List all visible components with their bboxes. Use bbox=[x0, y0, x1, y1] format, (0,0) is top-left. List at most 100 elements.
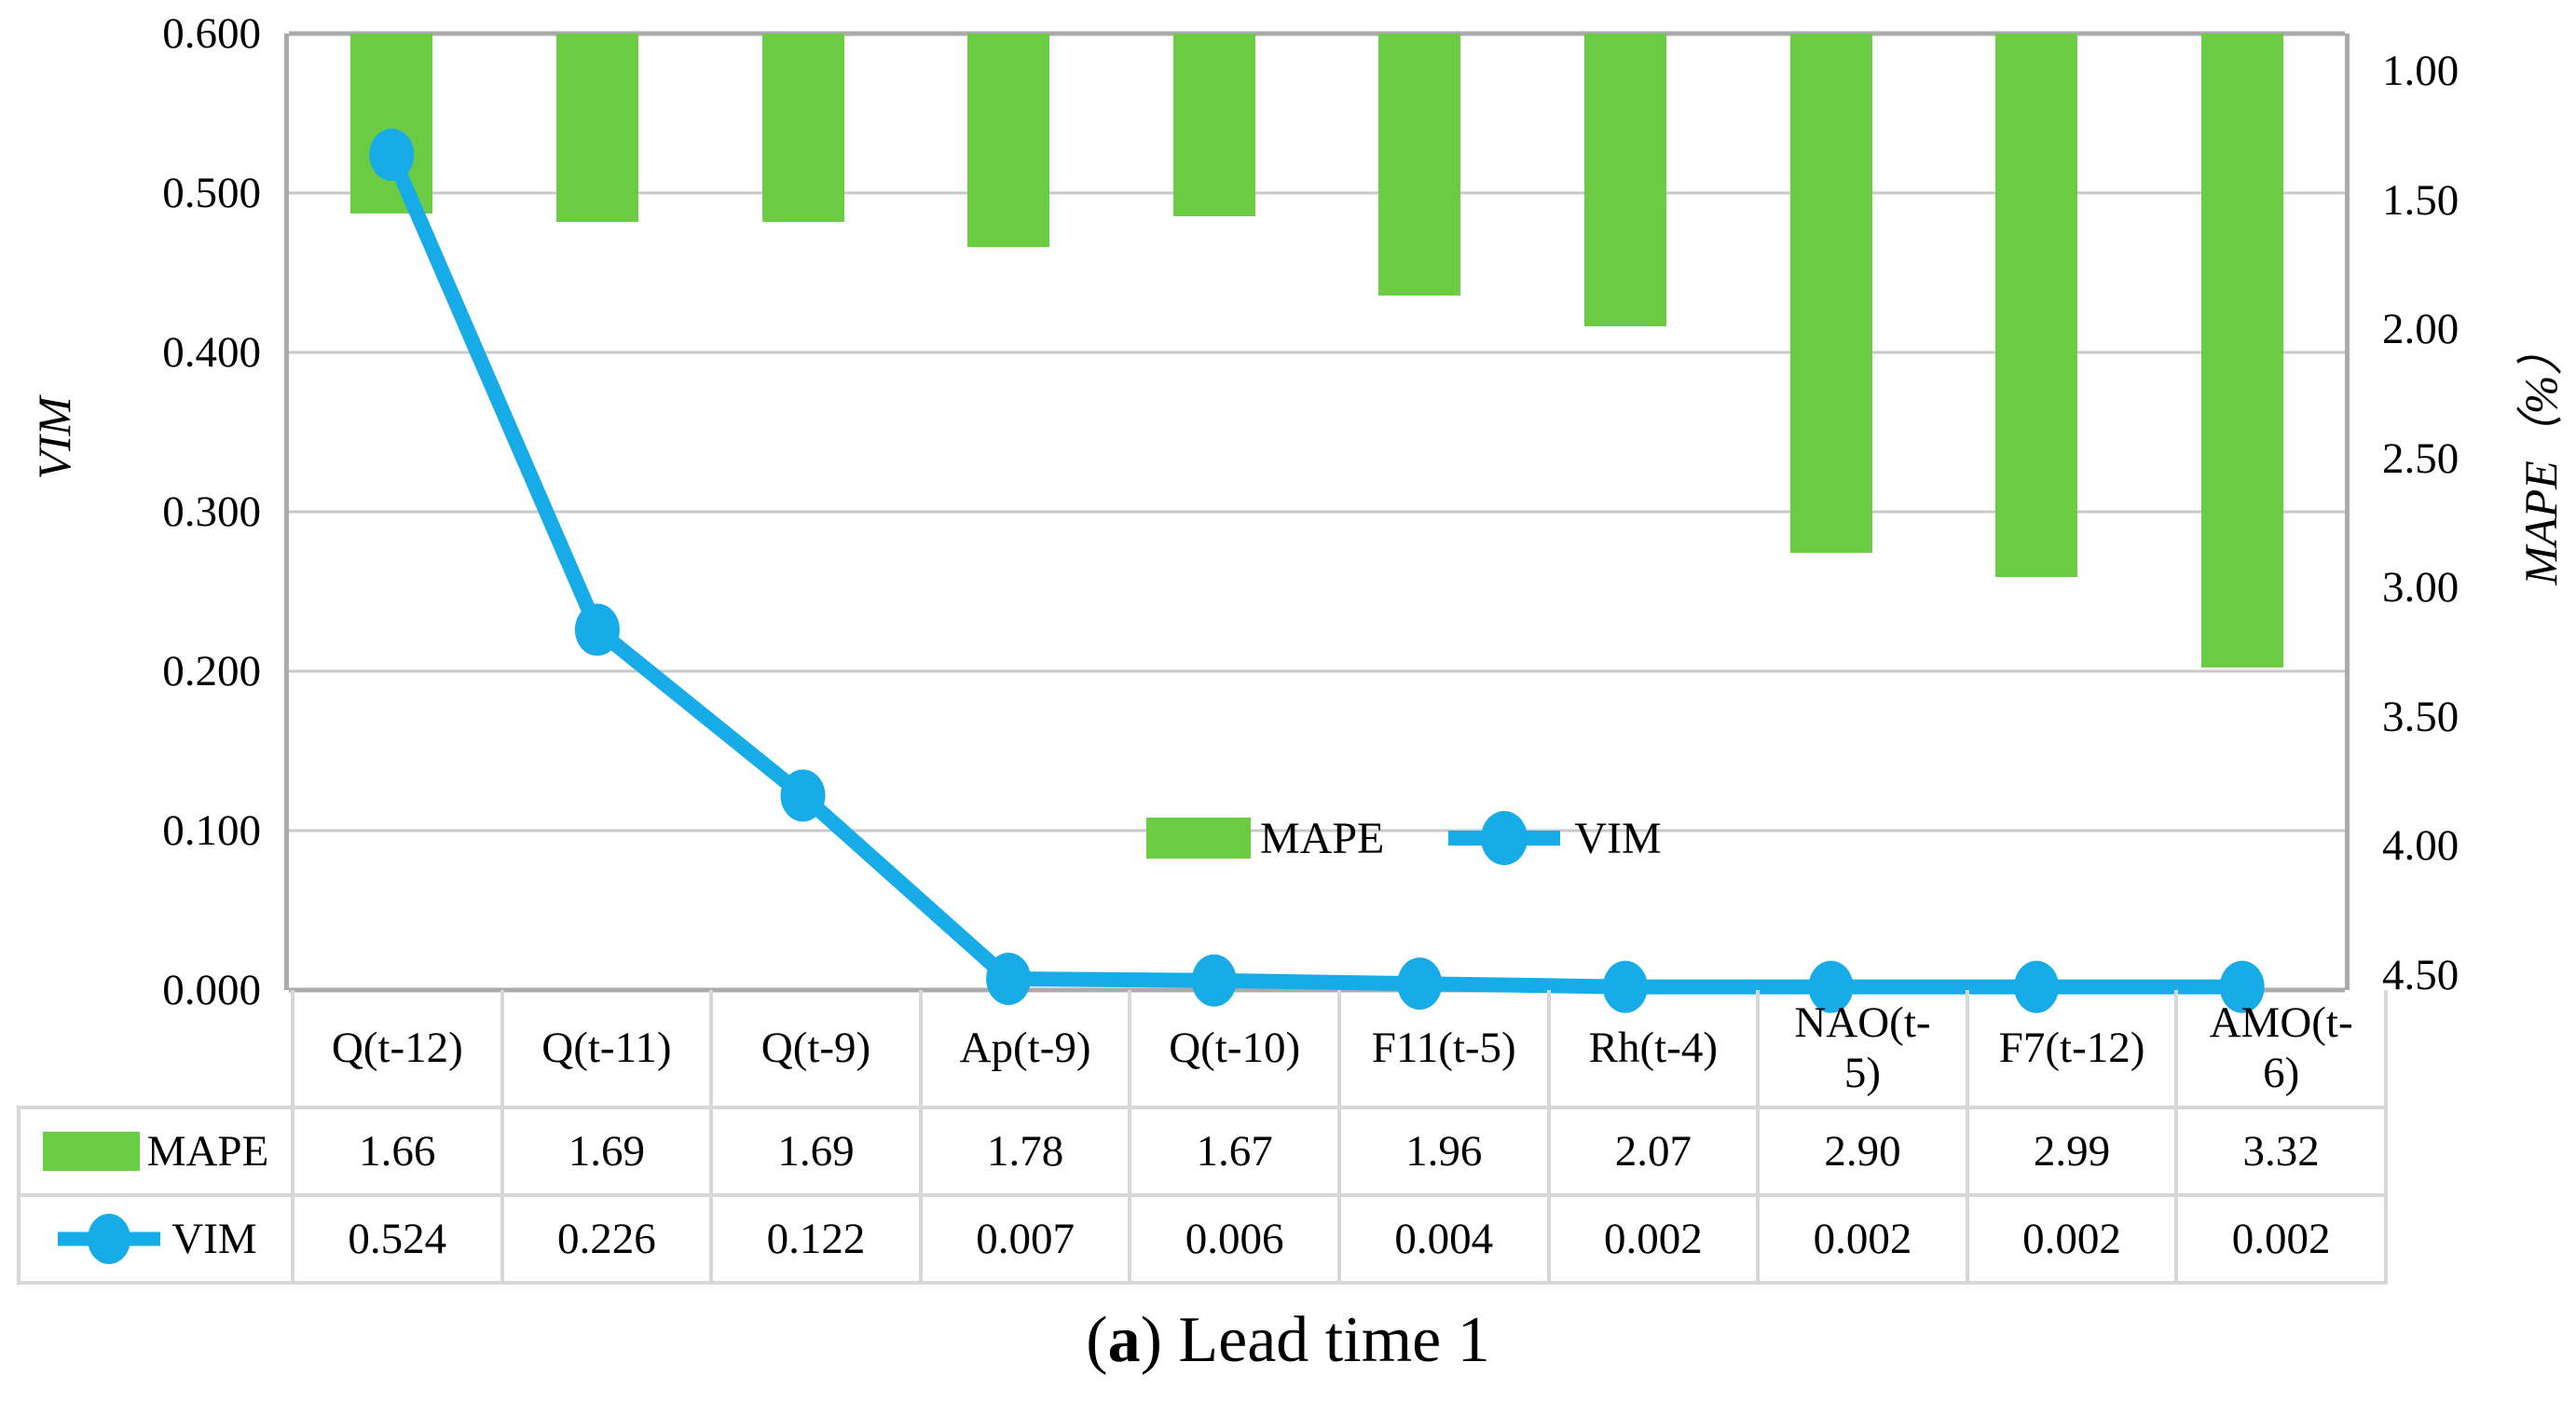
table-key-wrap: VIM bbox=[21, 1197, 291, 1281]
vim-value-cell: 0.122 bbox=[709, 1193, 923, 1285]
left-axis-line bbox=[284, 34, 289, 990]
mape-value-cell: 1.69 bbox=[500, 1106, 714, 1197]
mape-bar bbox=[967, 34, 1050, 247]
vim-marker bbox=[574, 603, 620, 656]
category-label-line: Q(t-12) bbox=[331, 1023, 463, 1072]
vim-table-key-cell: VIM bbox=[17, 1193, 295, 1285]
gridline bbox=[289, 669, 2345, 673]
gridline bbox=[289, 351, 2345, 354]
category-label-line: Q(t-11) bbox=[541, 1023, 672, 1072]
mape-bar bbox=[1995, 34, 2078, 578]
category-header-cell: Q(t-9) bbox=[709, 990, 923, 1109]
mape-bar bbox=[1789, 34, 1872, 553]
mape-value-cell: 1.66 bbox=[291, 1106, 504, 1197]
mape-bar bbox=[1378, 34, 1461, 296]
mape-bar bbox=[2200, 34, 2283, 668]
left-axis-tick: 0.500 bbox=[162, 169, 261, 217]
plot-area: MAPE VIM bbox=[284, 31, 2350, 1013]
axis-gridline bbox=[289, 31, 2345, 36]
mape-value-cell: 2.07 bbox=[1546, 1106, 1761, 1197]
category-label-line: F11(t-5) bbox=[1371, 1023, 1516, 1072]
category-label-line: Ap(t-9) bbox=[959, 1023, 1091, 1072]
table-key-wrap: MAPE bbox=[21, 1109, 291, 1193]
legend-item-vim: VIM bbox=[1444, 805, 1662, 871]
legend-label-vim: VIM bbox=[1574, 813, 1662, 863]
mape-value-cell: 2.90 bbox=[1756, 1106, 1969, 1197]
right-axis-tick: 4.50 bbox=[2382, 951, 2460, 999]
category-label-line: Q(t-9) bbox=[760, 1023, 871, 1072]
category-header-cell: F11(t-5) bbox=[1336, 990, 1551, 1109]
mape-value-cell: 1.67 bbox=[1128, 1106, 1341, 1197]
vim-value-cell: 0.002 bbox=[2174, 1193, 2388, 1285]
category-header-cell: F7(t-12) bbox=[1965, 990, 2179, 1109]
category-header-cell: Q(t-10) bbox=[1128, 990, 1341, 1109]
mape-bar bbox=[1583, 34, 1666, 326]
right-axis-line bbox=[2345, 34, 2350, 990]
category-header-cell: NAO(t- 5) bbox=[1756, 990, 1969, 1109]
gridline bbox=[289, 510, 2345, 514]
figure-caption: (a) Lead time 1 bbox=[0, 1303, 2576, 1378]
mape-legend-swatch-icon bbox=[1146, 818, 1251, 859]
vim-table-key-label: VIM bbox=[171, 1214, 257, 1263]
vim-value-cell: 0.524 bbox=[291, 1193, 504, 1285]
category-label-line: AMO(t- bbox=[2209, 997, 2353, 1047]
mape-table-row: MAPE 1.66 1.69 1.69 1.78 1.67 1.96 2.07 2.90 2.99… bbox=[17, 1106, 2388, 1197]
caption-paren-open: ( bbox=[1086, 1304, 1108, 1376]
vim-table-key-icon bbox=[58, 1214, 161, 1264]
vim-legend-key-icon bbox=[1448, 811, 1561, 865]
mape-bar bbox=[761, 34, 844, 223]
right-axis-tick: 4.00 bbox=[2382, 821, 2460, 871]
mape-bar bbox=[1172, 34, 1255, 217]
caption-subfigure-letter: a bbox=[1107, 1304, 1141, 1376]
vim-value-cell: 0.004 bbox=[1336, 1193, 1551, 1285]
category-header-cell: Q(t-12) bbox=[291, 990, 504, 1109]
gridline bbox=[289, 191, 2345, 195]
right-axis-ticks: 1.00 1.50 2.00 2.50 3.00 3.50 4.00 4.50 bbox=[2382, 34, 2569, 999]
category-label-line: 5) bbox=[1843, 1049, 1882, 1097]
legend-label-mape: MAPE bbox=[1260, 813, 1385, 863]
category-label-line: Q(t-10) bbox=[1169, 1023, 1301, 1072]
vim-value-cell: 0.002 bbox=[1965, 1193, 2179, 1285]
mape-table-swatch-icon bbox=[42, 1132, 140, 1171]
mape-bar bbox=[350, 34, 433, 214]
legend-item-mape: MAPE bbox=[1146, 813, 1384, 864]
table-corner-cell bbox=[19, 990, 295, 1109]
chart-legend: MAPE VIM bbox=[1146, 805, 1662, 871]
gridline bbox=[289, 829, 2345, 832]
mape-value-cell: 1.69 bbox=[709, 1106, 923, 1197]
right-axis-tick: 1.00 bbox=[2382, 47, 2460, 95]
table-header-row: Q(t-12) Q(t-11) Q(t-9) Ap(t-9) Q(t-10) F11(t-… bbox=[19, 990, 2388, 1109]
right-axis-tick: 1.50 bbox=[2382, 175, 2460, 225]
category-header-cell: Rh(t-4) bbox=[1546, 990, 1761, 1109]
right-axis-tick: 2.50 bbox=[2382, 433, 2460, 483]
mape-value-cell: 2.99 bbox=[1965, 1106, 2179, 1197]
caption-text: ) Lead time 1 bbox=[1140, 1304, 1490, 1376]
right-axis-tick: 3.50 bbox=[2382, 692, 2460, 741]
vim-marker bbox=[369, 128, 415, 181]
category-label-line: NAO(t- bbox=[1794, 997, 1931, 1047]
mape-value-cell: 1.78 bbox=[918, 1106, 1132, 1197]
mape-table-key-label: MAPE bbox=[146, 1126, 269, 1176]
vim-marker bbox=[780, 769, 826, 822]
mape-value-cell: 1.96 bbox=[1336, 1106, 1551, 1197]
right-axis-tick: 3.00 bbox=[2382, 563, 2460, 612]
left-axis-tick: 0.400 bbox=[162, 328, 261, 377]
left-axis-tick: 0.300 bbox=[162, 488, 261, 536]
left-axis-tick: 0.200 bbox=[162, 647, 261, 695]
category-header-cell: Ap(t-9) bbox=[918, 990, 1132, 1109]
mape-bar bbox=[555, 34, 638, 223]
category-header-cell: AMO(t- 6) bbox=[2174, 990, 2388, 1109]
category-label-line: F7(t-12) bbox=[1998, 1023, 2145, 1072]
left-axis-tick: 0.100 bbox=[162, 806, 261, 855]
category-header-cell: Q(t-11) bbox=[500, 990, 714, 1109]
left-axis-tick: 0.600 bbox=[162, 9, 261, 58]
vim-value-cell: 0.226 bbox=[500, 1193, 714, 1285]
vim-value-cell: 0.007 bbox=[918, 1193, 1132, 1285]
mape-value-cell: 3.32 bbox=[2174, 1106, 2388, 1197]
mape-table-key-cell: MAPE bbox=[17, 1106, 295, 1197]
bars-layer bbox=[289, 34, 2345, 990]
data-table: Q(t-12) Q(t-11) Q(t-9) Ap(t-9) Q(t-10) F11(t-… bbox=[17, 990, 2388, 1285]
vim-value-cell: 0.002 bbox=[1546, 1193, 1761, 1285]
category-label-line: 6) bbox=[2263, 1049, 2300, 1097]
